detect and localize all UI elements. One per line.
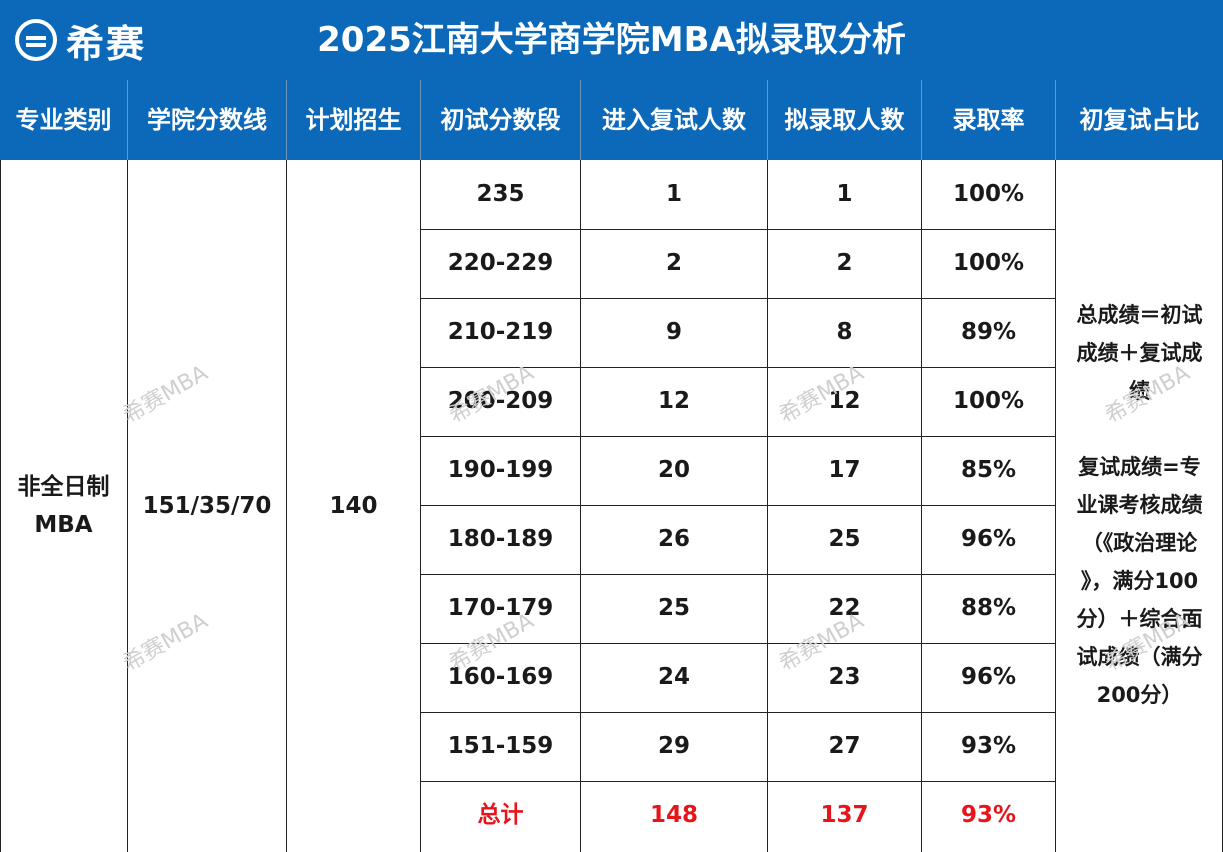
admit-rate-cell: 89% [960,319,1017,345]
admit-count-cell: 1 [836,181,853,207]
watermark-text: 希赛MBA [119,608,213,677]
col-divider [1055,160,1056,852]
admit-rate-cell: 96% [960,664,1017,690]
row-divider [421,781,1055,782]
admit-count-cell: 22 [828,595,861,621]
row-divider [421,298,1055,299]
admit-rate-cell: 96% [960,526,1017,552]
row-divider [421,574,1055,575]
col-header-category: 专业类别 [15,106,112,134]
col-header-admit-count: 拟录取人数 [784,106,905,134]
table-border-left [0,160,1,852]
row-divider [421,367,1055,368]
row-divider [421,505,1055,506]
note-line: 成绩＋复试成 [1076,341,1203,365]
admit-count-cell: 23 [828,664,861,690]
col-divider [127,160,128,852]
col-divider [921,160,922,852]
score-range-cell: 200-209 [447,388,554,414]
col-header-score-line: 学院分数线 [147,106,267,134]
page-title: 2025江南大学商学院MBA拟录取分析 [317,20,906,60]
title-bar: 希赛 2025江南大学商学院MBA拟录取分析 [0,0,1223,80]
total-retest-count: 148 [649,802,698,828]
table-header-row: 专业类别 学院分数线 计划招生 初试分数段 进入复试人数 拟录取人数 录取率 初… [0,80,1223,160]
row-divider [421,643,1055,644]
admit-count-cell: 17 [828,457,861,483]
note-line: 》，满分100 [1080,569,1199,593]
col-divider [767,160,768,852]
retest-count-cell: 26 [657,526,690,552]
admit-rate-cell: 85% [960,457,1017,483]
col-header-score-range: 初试分数段 [440,106,561,134]
score-range-cell: 220-229 [447,250,554,276]
note-line: 总成绩＝初试 [1076,303,1203,327]
retest-count-cell: 12 [657,388,690,414]
score-range-cell: 190-199 [447,457,554,483]
col-header-plan: 计划招生 [305,106,402,134]
admit-count-cell: 27 [828,733,861,759]
watermark-text: 希赛MBA [119,360,213,429]
brand-logo: 希赛 [14,16,146,66]
category-cell: 非全日制 MBA [0,468,127,544]
retest-count-cell: 24 [657,664,690,690]
total-admit-rate: 93% [960,802,1017,828]
note-line: 绩 [1129,379,1150,403]
row-divider [421,436,1055,437]
note-line: 业课考核成绩 [1076,493,1203,517]
score-line-cell: 151/35/70 [142,493,272,519]
retest-count-cell: 2 [665,250,682,276]
retest-count-cell: 20 [657,457,690,483]
col-header-weight: 初复试占比 [1079,106,1200,134]
col-header-admit-rate: 录取率 [952,106,1025,134]
admit-rate-cell: 100% [952,388,1025,414]
plan-cell: 140 [329,493,378,519]
col-header-retest-count: 进入复试人数 [602,106,746,134]
retest-count-cell: 29 [657,733,690,759]
col-divider [580,160,581,852]
score-range-cell: 210-219 [447,319,554,345]
admit-count-cell: 8 [836,319,853,345]
logo-e-icon [14,18,58,62]
retest-count-cell: 1 [665,181,682,207]
admit-count-cell: 25 [828,526,861,552]
admit-count-cell: 2 [836,250,853,276]
score-range-cell: 170-179 [447,595,554,621]
admit-rate-cell: 88% [960,595,1017,621]
score-range-cell: 180-189 [447,526,554,552]
admit-rate-cell: 93% [960,733,1017,759]
retest-count-cell: 25 [657,595,690,621]
col-divider [286,160,287,852]
note-line: 复试成绩=专 [1078,455,1201,479]
note-line: 试成绩（满分 [1076,645,1203,669]
admit-rate-cell: 100% [952,181,1025,207]
row-divider [421,229,1055,230]
score-range-cell: 151-159 [447,733,554,759]
note-line: （《政治理论 [1081,531,1198,555]
score-weight-note-2: 复试成绩=专 业课考核成绩 （《政治理论 》，满分100 分）＋综合面 试成绩（… [1058,448,1221,714]
admit-rate-cell: 100% [952,250,1025,276]
note-line: 200分） [1096,683,1183,707]
category-line-2: MBA [34,512,93,538]
score-range-cell: 160-169 [447,664,554,690]
logo-text: 希赛 [66,21,147,66]
note-line: 分）＋综合面 [1076,607,1203,631]
row-divider [421,712,1055,713]
category-line-1: 非全日制 [17,474,110,500]
admit-count-cell: 12 [828,388,861,414]
total-admit-count: 137 [820,802,869,828]
retest-count-cell: 9 [665,319,682,345]
score-weight-note-1: 总成绩＝初试 成绩＋复试成 绩 [1058,296,1221,410]
total-label: 总计 [477,802,524,828]
score-range-cell: 235 [476,181,525,207]
col-divider [420,160,421,852]
